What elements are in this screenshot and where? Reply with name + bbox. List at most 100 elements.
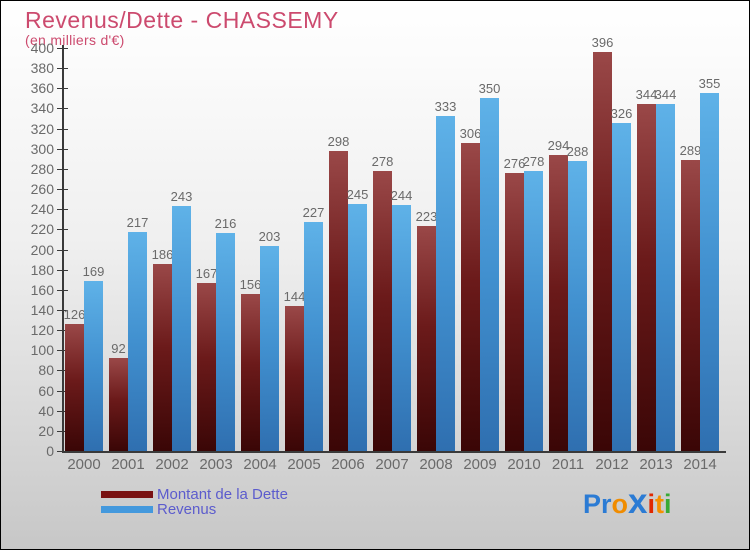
legend-label-dette: Montant de la Dette — [157, 486, 288, 503]
legend-label-revenus: Revenus — [157, 501, 217, 518]
y-tick — [57, 390, 68, 392]
bar-value-dette-2007: 278 — [371, 153, 394, 169]
bar-dette-2008 — [417, 226, 436, 451]
bar-revenus-2000 — [84, 280, 103, 451]
bar-revenus-2006 — [348, 204, 367, 451]
x-axis-line — [62, 451, 726, 453]
logo-letter: i — [647, 489, 656, 519]
y-tick — [57, 189, 68, 191]
bar-dette-2009 — [461, 142, 480, 451]
bar-value-dette-2009: 306 — [459, 125, 482, 141]
legend: Montant de la Dette Revenus — [101, 487, 288, 517]
y-tick — [57, 88, 68, 90]
legend-item-revenus: Revenus — [101, 502, 288, 517]
bar-value-dette-2011: 294 — [547, 137, 570, 153]
bar-value-revenus-2001: 217 — [126, 215, 149, 231]
bar-revenus-2001 — [128, 232, 147, 451]
x-tick-label-2003: 2003 — [199, 456, 233, 473]
bar-dette-2005 — [285, 305, 304, 451]
bar-revenus-2005 — [304, 222, 323, 451]
logo-letter: i — [664, 489, 672, 519]
bar-dette-2006 — [329, 150, 348, 451]
y-tick-label: 160 — [30, 281, 54, 298]
y-tick — [57, 430, 68, 432]
y-tick-label: 320 — [30, 120, 54, 137]
bar-dette-2014 — [681, 159, 700, 451]
bar-value-revenus-2009: 350 — [478, 81, 501, 97]
bar-dette-2011 — [549, 154, 568, 451]
y-tick — [57, 309, 68, 311]
bar-value-revenus-2003: 216 — [214, 216, 237, 232]
bar-value-dette-2004: 156 — [239, 276, 262, 292]
x-tick-label-2009: 2009 — [463, 456, 497, 473]
chart-title: Revenus/Dette - CHASSEMY — [25, 7, 339, 33]
bar-value-revenus-2005: 227 — [302, 205, 325, 221]
bar-value-revenus-2004: 203 — [258, 229, 281, 245]
y-tick-label: 60 — [38, 382, 54, 399]
x-tick-label-2000: 2000 — [67, 456, 101, 473]
bar-dette-2007 — [373, 170, 392, 451]
y-tick — [57, 249, 68, 251]
y-tick-label: 380 — [30, 60, 54, 77]
y-tick — [57, 289, 68, 291]
y-axis-line — [62, 45, 64, 453]
bar-value-dette-2014: 289 — [679, 142, 702, 158]
y-tick-label: 260 — [30, 181, 54, 198]
legend-item-dette: Montant de la Dette — [101, 487, 288, 502]
bar-value-revenus-2007: 244 — [390, 188, 413, 204]
y-tick — [57, 370, 68, 372]
bar-dette-2010 — [505, 172, 524, 451]
y-tick-label: 120 — [30, 322, 54, 339]
x-tick-label-2007: 2007 — [375, 456, 409, 473]
x-tick-label-2006: 2006 — [331, 456, 365, 473]
bar-revenus-2008 — [436, 115, 455, 451]
bar-value-revenus-2013: 344 — [654, 87, 677, 103]
y-tick-label: 360 — [30, 80, 54, 97]
y-tick — [57, 350, 68, 352]
bar-value-revenus-2006: 245 — [346, 187, 369, 203]
x-tick-label-2010: 2010 — [507, 456, 541, 473]
y-tick-label: 220 — [30, 221, 54, 238]
bar-value-dette-2002: 186 — [151, 246, 174, 262]
bar-revenus-2002 — [172, 206, 191, 451]
y-tick-label: 400 — [30, 40, 54, 56]
x-tick-label-2014: 2014 — [683, 456, 717, 473]
bar-revenus-2004 — [260, 246, 279, 451]
bar-value-dette-2005: 144 — [283, 288, 306, 304]
y-tick-label: 280 — [30, 160, 54, 177]
y-tick-label: 80 — [38, 362, 54, 379]
bar-dette-2000 — [65, 324, 84, 451]
bar-value-dette-2006: 298 — [327, 133, 350, 149]
bar-value-revenus-2014: 355 — [698, 76, 721, 92]
bar-value-revenus-2010: 278 — [522, 153, 545, 169]
bar-dette-2002 — [153, 263, 172, 451]
x-tick-label-2004: 2004 — [243, 456, 277, 473]
bar-value-dette-2001: 92 — [111, 341, 126, 357]
bar-revenus-2009 — [480, 98, 499, 451]
y-tick — [57, 108, 68, 110]
bar-dette-2013 — [637, 104, 656, 451]
y-tick-label: 140 — [30, 301, 54, 318]
bar-value-dette-2000: 126 — [63, 307, 86, 323]
chart-subtitle: (en milliers d'€) — [25, 32, 125, 48]
bar-value-dette-2010: 276 — [503, 155, 526, 171]
y-tick — [57, 330, 68, 332]
x-tick-label-2012: 2012 — [595, 456, 629, 473]
bar-value-revenus-2000: 169 — [82, 263, 105, 279]
bar-dette-2012 — [593, 52, 612, 451]
x-tick-label-2013: 2013 — [639, 456, 673, 473]
bar-value-revenus-2011: 288 — [566, 143, 589, 159]
bar-value-revenus-2008: 333 — [434, 98, 457, 114]
y-tick — [57, 148, 68, 150]
y-tick-label: 0 — [46, 443, 54, 459]
x-tick-label-2005: 2005 — [287, 456, 321, 473]
y-tick — [57, 451, 68, 452]
y-tick-label: 200 — [30, 241, 54, 258]
logo-letter: P — [583, 489, 602, 519]
y-tick — [57, 410, 68, 412]
bar-dette-2003 — [197, 282, 216, 451]
bar-value-revenus-2012: 326 — [610, 105, 633, 121]
y-tick — [57, 168, 68, 170]
y-tick-label: 300 — [30, 140, 54, 157]
